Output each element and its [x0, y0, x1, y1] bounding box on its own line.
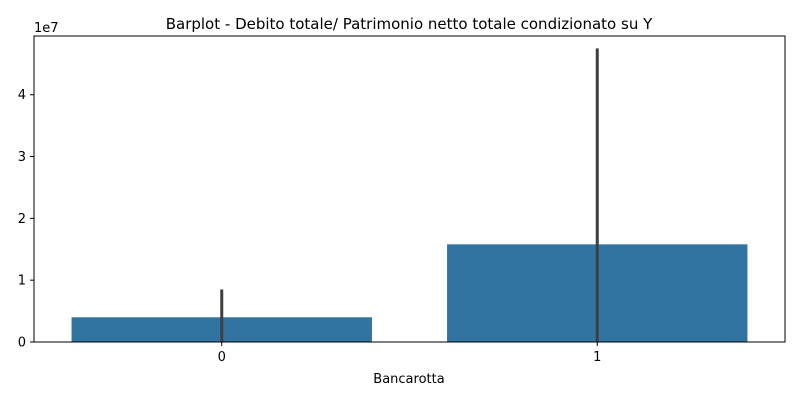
errorbars-group [220, 48, 599, 342]
x-tick-label: 0 [218, 350, 226, 365]
y-offset-label: 1e7 [34, 21, 59, 36]
y-tick-label: 1 [18, 274, 26, 289]
x-axis-label: Bancarotta [373, 372, 444, 387]
y-ticks-group: 0 1 2 3 4 [18, 88, 34, 351]
y-tick-label: 0 [18, 336, 26, 351]
axes-group [33, 35, 786, 343]
y-tick-label: 2 [18, 212, 26, 227]
y-tick-label: 4 [18, 88, 26, 103]
y-tick-label: 3 [18, 150, 26, 165]
chart-title: Barplot - Debito totale/ Patrimonio nett… [166, 15, 653, 33]
bars-group [71, 244, 748, 342]
x-tick-label: 1 [593, 350, 601, 365]
plot-frame [33, 35, 786, 343]
